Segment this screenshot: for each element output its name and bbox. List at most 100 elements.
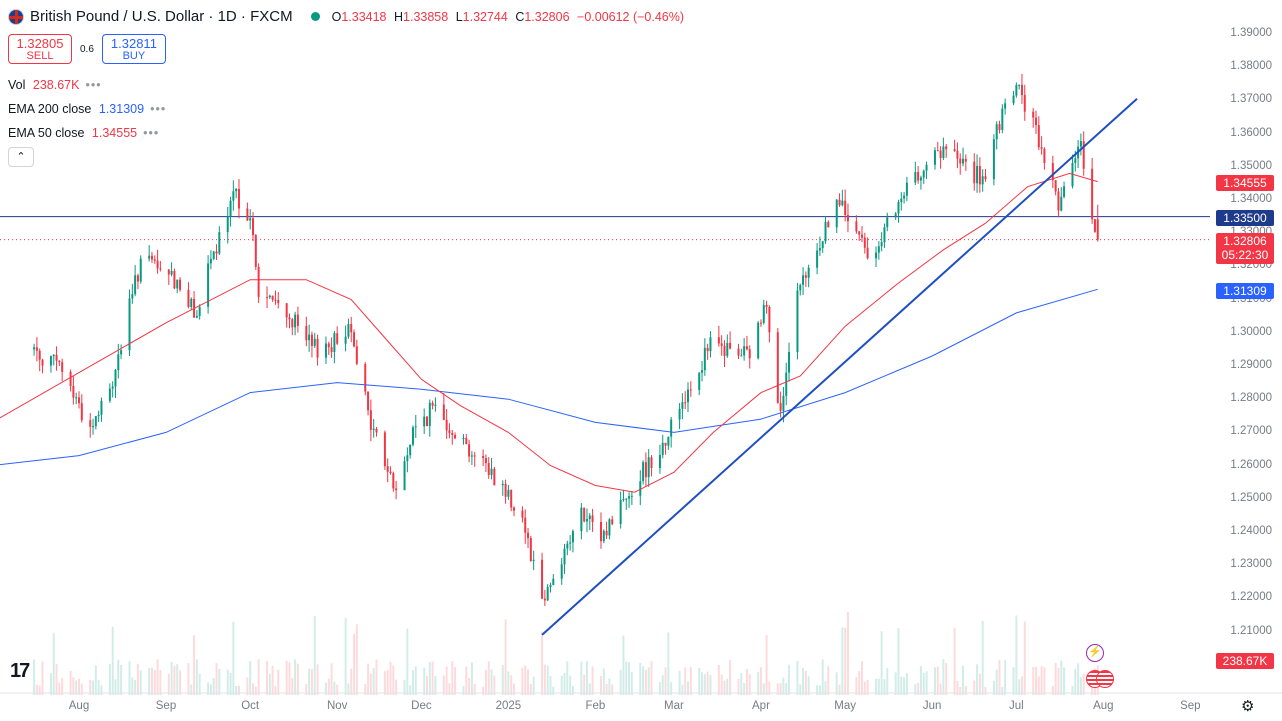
candle-body [187,289,190,307]
gbp-usd-flag-icon [8,8,24,25]
candle-body [886,217,889,228]
candle-body [493,468,496,486]
candle-body [650,457,653,469]
volume-bar [288,662,291,695]
candle-body [406,455,409,462]
volume-bar [80,683,83,695]
candle-body [426,416,428,427]
gear-icon[interactable]: ⚙ [1241,698,1255,715]
volume-bar [964,686,967,695]
candle-body [487,463,490,476]
volume-bar [190,684,193,695]
candle-body [1082,141,1085,169]
volume-bar [936,666,939,695]
volume-bar [257,659,260,695]
volume-bar [375,659,378,695]
candle-body [375,428,378,433]
candle-body [153,259,156,261]
candle-body [757,322,760,359]
volume-bar [698,667,701,695]
volume-bar [58,682,61,695]
candle-body [372,428,375,430]
volume-bar [94,665,97,695]
candle-body [919,177,922,181]
candle-body [237,188,240,209]
bolt-icon[interactable]: ⚡ [1086,644,1104,662]
candle-body [108,388,111,401]
volume-bar [922,672,925,695]
candle-body [647,457,650,478]
volume-bar [571,685,574,695]
volume-bar [925,671,928,695]
time-tick-label: Jun [922,700,942,712]
volume-bar [788,665,791,695]
volume-bar [945,662,948,695]
candle-body [1012,95,1015,104]
candle-body [821,241,824,249]
volume-bar [962,665,965,695]
volume-bar [678,670,681,695]
candle-body [687,389,689,403]
indicator-ema50[interactable]: EMA 50 close 1.34555 ••• [8,126,160,140]
candle-body [1079,141,1082,147]
sell-button[interactable]: 1.32805 SELL [8,34,72,64]
candle-body [541,559,544,599]
volume-bar [939,683,942,695]
candle-body [324,343,327,358]
candle-body [389,471,392,474]
volume-bar [757,672,760,695]
volume-bar [510,675,513,695]
candle-body [150,255,153,260]
volume-bar [841,627,844,695]
us-events-flags-icon[interactable] [1086,670,1122,688]
candle-body [855,221,858,232]
volume-bar [69,670,72,695]
volume-bar [827,666,830,695]
time-tick-label: Aug [1093,700,1114,712]
candle-body [838,199,841,206]
volume-bar [664,667,667,695]
candle-body [291,319,294,328]
candle-body [804,275,807,278]
candle-body [367,391,370,411]
volume-bar [426,676,428,695]
tradingview-logo[interactable]: 17 [10,660,30,682]
volume-bar [583,674,586,695]
volume-bar [650,661,653,695]
indicator-ema200[interactable]: EMA 200 close 1.31309 ••• [8,102,167,116]
candle-body [858,231,861,235]
buy-button[interactable]: 1.32811 BUY [101,34,166,64]
candle-body [880,242,883,247]
volume-bar [689,666,692,695]
candle-body [114,370,117,387]
candle-body [905,182,908,196]
volume-bar [218,668,221,695]
candle-body [681,402,684,409]
indicator-volume[interactable]: Vol 238.67K ••• [8,78,102,92]
volume-bar [431,661,434,695]
collapse-legend-button[interactable]: ⌃ [8,147,34,167]
price-tick-label: 1.35000 [1230,159,1272,172]
volume-bar [580,661,583,695]
volume-bar [914,684,917,695]
volume-bar [1082,674,1085,695]
volume-bar [364,683,367,695]
candle-body [571,531,574,543]
candle-body [670,419,673,437]
candle-body [52,354,55,357]
volume-bar [448,683,451,695]
price-tick-label: 1.37000 [1230,93,1272,106]
candle-body [120,350,123,355]
candle-body [917,172,920,181]
candle-body [156,260,159,269]
candle-body [55,354,58,361]
volume-bar [661,675,664,695]
volume-bar [372,668,375,695]
candle-body [964,158,967,162]
volume-bar [917,682,920,695]
candle-body [956,150,959,159]
symbol-title[interactable]: British Pound / U.S. Dollar · 1D · FXCM [30,8,293,25]
volume-bar [209,684,212,695]
candle-body [569,542,572,544]
